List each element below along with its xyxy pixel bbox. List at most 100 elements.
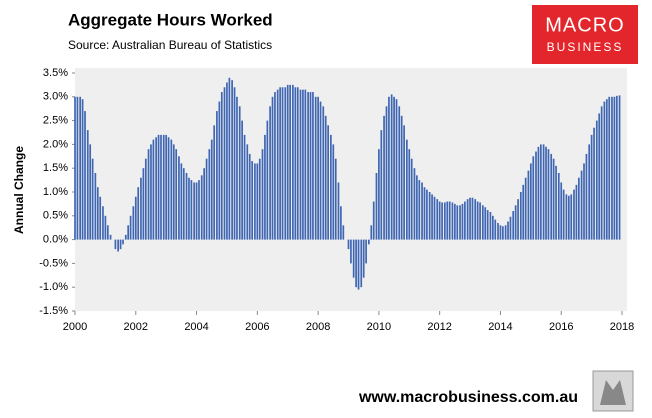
bar <box>94 172 97 240</box>
bar <box>400 115 403 240</box>
bar <box>600 106 603 240</box>
bar <box>418 180 421 240</box>
bar <box>595 120 598 240</box>
bar <box>613 96 616 240</box>
bar <box>294 87 297 240</box>
bar <box>89 144 92 240</box>
bar <box>319 101 322 240</box>
bar <box>198 180 200 240</box>
y-tick-label: 1.0% <box>43 186 68 198</box>
bar <box>312 92 314 240</box>
bar <box>104 215 107 240</box>
bar <box>180 163 183 240</box>
chart-subtitle: Source: Australian Bureau of Statistics <box>68 38 272 52</box>
bar <box>542 144 545 240</box>
bar <box>360 239 363 288</box>
bar <box>527 170 530 240</box>
bar <box>370 225 373 240</box>
bar <box>357 239 360 290</box>
bar <box>195 182 198 240</box>
bar <box>408 149 411 240</box>
bar <box>403 125 405 240</box>
y-tick-label: -1.0% <box>39 281 68 293</box>
bar <box>188 177 190 240</box>
bar <box>160 134 162 240</box>
bar <box>451 202 454 240</box>
bar <box>393 96 395 240</box>
bar <box>431 194 433 240</box>
bar <box>464 201 466 240</box>
bar <box>438 201 441 240</box>
bar <box>405 139 408 240</box>
bar <box>395 99 398 240</box>
y-tick-label: 0.0% <box>43 234 68 246</box>
bar <box>471 197 474 240</box>
bar <box>598 113 601 240</box>
bar <box>122 239 124 245</box>
bar <box>497 222 499 240</box>
bar <box>172 144 175 240</box>
bar <box>491 215 494 240</box>
x-tick-label: 2018 <box>610 321 634 333</box>
bar <box>398 106 401 240</box>
bar <box>147 149 150 240</box>
bar <box>324 115 327 240</box>
bar <box>383 115 385 240</box>
bar <box>276 89 279 240</box>
bar <box>106 225 109 240</box>
bar <box>484 207 487 240</box>
bar <box>286 84 289 240</box>
bar <box>479 202 481 240</box>
bar <box>469 197 471 240</box>
bar <box>258 158 261 240</box>
bar <box>236 96 238 240</box>
bar <box>448 201 451 240</box>
bar <box>456 205 459 240</box>
bar <box>380 130 383 240</box>
logo-box <box>532 5 638 64</box>
x-tick-label: 2016 <box>549 321 573 333</box>
bar <box>210 139 213 240</box>
bar <box>76 96 79 240</box>
bar <box>499 225 502 240</box>
y-tick-label: 2.5% <box>43 115 68 127</box>
bar <box>170 139 173 240</box>
bar <box>299 89 302 240</box>
bar <box>547 149 550 240</box>
bar <box>84 111 86 240</box>
bar <box>540 144 542 240</box>
bar <box>79 96 82 240</box>
bar <box>378 149 380 240</box>
bar <box>132 206 135 240</box>
bar <box>605 99 608 240</box>
bar <box>507 221 509 240</box>
bar <box>593 127 595 240</box>
bar <box>327 125 329 240</box>
bar <box>441 202 443 240</box>
bar <box>562 189 565 240</box>
bar <box>512 211 515 240</box>
bar <box>443 202 446 240</box>
bar <box>436 199 439 240</box>
bar <box>410 158 413 240</box>
bar <box>486 210 489 240</box>
bar <box>611 96 613 240</box>
x-tick-label: 2000 <box>63 321 87 333</box>
bar <box>583 163 585 240</box>
bar <box>532 156 535 240</box>
bar <box>428 192 431 240</box>
bar <box>129 215 132 240</box>
bar <box>231 80 233 240</box>
bar <box>565 194 568 240</box>
bar <box>446 201 449 240</box>
bar <box>216 111 218 240</box>
bar <box>220 92 223 240</box>
bar <box>119 239 122 250</box>
bar <box>137 187 140 240</box>
wolf-icon-shape <box>600 380 626 405</box>
x-tick-label: 2006 <box>245 321 269 333</box>
bar <box>284 87 287 240</box>
bar <box>281 87 284 240</box>
bar <box>365 239 367 264</box>
bar <box>529 163 532 240</box>
